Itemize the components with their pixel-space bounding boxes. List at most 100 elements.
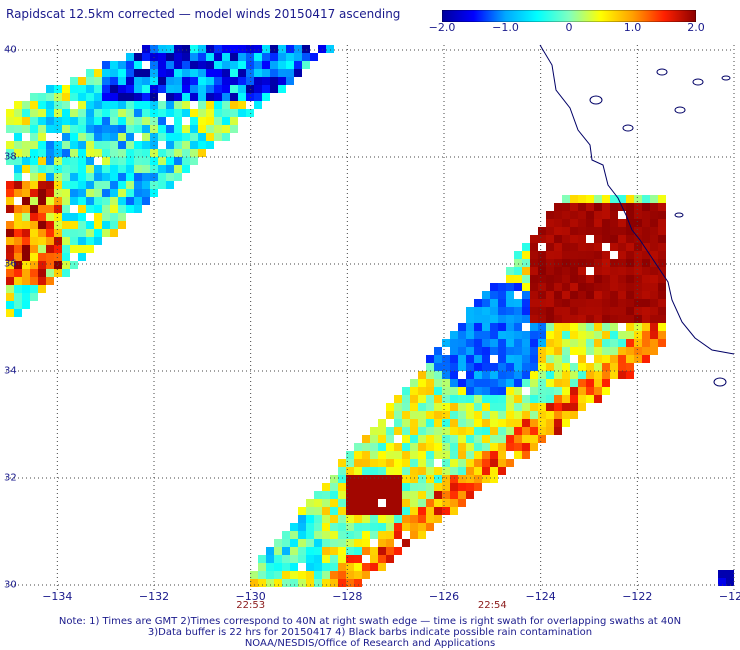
wind-cell [610, 291, 618, 299]
wind-cell [490, 315, 498, 323]
wind-cell [174, 85, 182, 93]
wind-cell [538, 291, 546, 299]
wind-cell [6, 237, 14, 245]
wind-cell [250, 571, 258, 579]
wind-cell [62, 85, 70, 93]
wind-cell [634, 283, 642, 291]
wind-cell [102, 157, 110, 165]
wind-cell [426, 419, 434, 427]
wind-cell [134, 181, 142, 189]
wind-cell [586, 211, 594, 219]
wind-cell [182, 157, 190, 165]
wind-cell [482, 403, 490, 411]
wind-cell [586, 315, 594, 323]
wind-cell [134, 189, 142, 197]
wind-cell [290, 571, 298, 579]
wind-cell [142, 101, 150, 109]
wind-cell [658, 235, 666, 243]
wind-cell [538, 419, 546, 427]
wind-cell [554, 387, 562, 395]
wind-cell [354, 491, 362, 499]
wind-cell [474, 475, 482, 483]
wind-cell [354, 555, 362, 563]
wind-cell [102, 165, 110, 173]
wind-cell [142, 181, 150, 189]
wind-cell [514, 443, 522, 451]
wind-cell [594, 211, 602, 219]
wind-cell [434, 355, 442, 363]
wind-cell [650, 219, 658, 227]
wind-cell [498, 411, 506, 419]
wind-cell [530, 283, 538, 291]
wind-cell [190, 117, 198, 125]
wind-cell [402, 411, 410, 419]
wind-cell [618, 283, 626, 291]
wind-cell [190, 85, 198, 93]
wind-cell [142, 77, 150, 85]
wind-cell [246, 93, 254, 101]
wind-cell [466, 387, 474, 395]
wind-cell [498, 395, 506, 403]
wind-cell [142, 69, 150, 77]
wind-cell [126, 77, 134, 85]
wind-cell [378, 419, 386, 427]
wind-cell [538, 275, 546, 283]
wind-cell [618, 299, 626, 307]
wind-cell [626, 323, 634, 331]
wind-cell [362, 531, 370, 539]
wind-cell [442, 451, 450, 459]
wind-cell [6, 205, 14, 213]
wind-cell [594, 203, 602, 211]
wind-cell [434, 395, 442, 403]
wind-cell [38, 173, 46, 181]
wind-cell [238, 53, 246, 61]
wind-cell [586, 283, 594, 291]
coast-feature [692, 78, 704, 86]
wind-cell [466, 339, 474, 347]
wind-cell [442, 379, 450, 387]
wind-cell [506, 307, 514, 315]
wind-cell [62, 173, 70, 181]
wind-cell [110, 213, 118, 221]
wind-cell [562, 283, 570, 291]
wind-cell [22, 261, 30, 269]
wind-cell [14, 221, 22, 229]
wind-cell [134, 53, 142, 61]
wind-cell [402, 419, 410, 427]
wind-cell [330, 523, 338, 531]
wind-cell [650, 251, 658, 259]
wind-cell [386, 411, 394, 419]
wind-cell [442, 419, 450, 427]
wind-cell [610, 347, 618, 355]
wind-cell [362, 563, 370, 571]
wind-cell [30, 245, 38, 253]
wind-cell [650, 195, 658, 203]
wind-cell [118, 165, 126, 173]
wind-cell [594, 379, 602, 387]
wind-cell [262, 45, 270, 53]
wind-cell [594, 387, 602, 395]
wind-cell [158, 125, 166, 133]
wind-cell [174, 133, 182, 141]
wind-cell [14, 109, 22, 117]
wind-cell [198, 101, 206, 109]
wind-cell [458, 411, 466, 419]
wind-cell [266, 547, 274, 555]
wind-cell [274, 571, 282, 579]
wind-cell [246, 69, 254, 77]
wind-cell [726, 578, 734, 586]
wind-cell [498, 339, 506, 347]
wind-cell [418, 427, 426, 435]
wind-cell [562, 219, 570, 227]
wind-cell [354, 579, 362, 587]
wind-cell [378, 563, 386, 571]
wind-cell [274, 555, 282, 563]
wind-cell [522, 395, 530, 403]
wind-cell [442, 467, 450, 475]
wind-cell [474, 347, 482, 355]
wind-cell [290, 579, 298, 587]
wind-cell [594, 243, 602, 251]
wind-cell [378, 459, 386, 467]
wind-cell [474, 339, 482, 347]
